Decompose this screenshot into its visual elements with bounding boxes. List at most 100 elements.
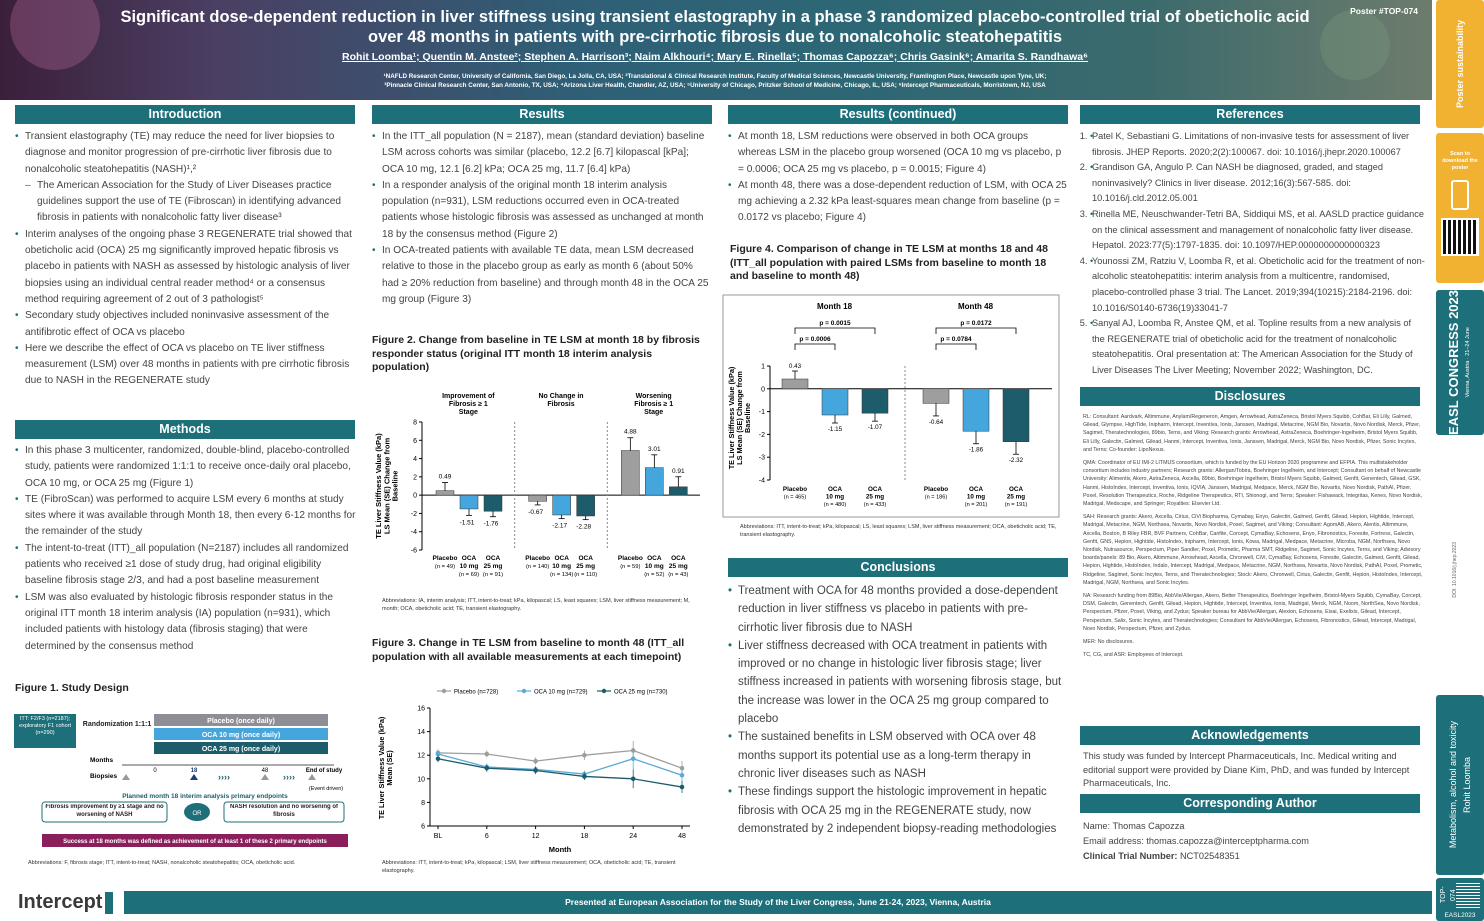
n-label: (n = 43) — [668, 572, 688, 578]
data-point — [679, 765, 685, 771]
data-point — [533, 758, 538, 764]
series-line — [437, 749, 683, 769]
figure1-abbreviations: Abbreviations: F, fibrosis stage; ITT, i… — [28, 860, 296, 866]
intro-bullet: Transient elastography (TE) may reduce t… — [15, 129, 360, 178]
section-heading-results-continued: Results (continued) — [728, 105, 1068, 124]
figure3-title: Figure 3. Change in TE LSM from baseline… — [372, 637, 685, 663]
y-tick-label: -6 — [411, 548, 417, 555]
randomization-label: Randomization 1:1:1 — [82, 721, 152, 728]
or-badge — [184, 803, 210, 821]
x-category-label: Placebo — [783, 486, 807, 493]
x-category-label: 25 mg — [484, 563, 503, 570]
arm-oca25-label: OCA 25 mg (once daily) — [202, 746, 280, 753]
sustainability-label: Poster sustainability — [1455, 19, 1465, 109]
y-axis-title: LS Mean (SE) Change from — [735, 371, 744, 465]
bar — [861, 388, 889, 414]
acknowledgements-body: This study was funded by Intercept Pharm… — [1083, 751, 1410, 788]
conclusions-bullet: Treatment with OCA for 48 months provide… — [728, 582, 1068, 637]
group-label: Fibrosis ≥ 1 — [449, 401, 488, 408]
legend-label: OCA 10 mg (n=729) — [534, 690, 588, 696]
data-label: 4.88 — [624, 429, 637, 436]
data-label: -2.32 — [1009, 457, 1024, 464]
conclusions-bullet: The sustained benefits in LSM observed w… — [728, 728, 1068, 783]
x-axis-title: Month — [549, 845, 572, 854]
section-heading-corresponding-author: Corresponding Author — [1080, 794, 1420, 813]
y-tick-label: -1 — [759, 409, 765, 416]
disclosure-item: NA: Research funding from 89Bio, AbbVie/… — [1083, 593, 1422, 632]
disclosures-body: RL: Consultant: Aardvark, Altimmune, Any… — [1083, 413, 1423, 664]
n-label: (n = 110) — [574, 572, 597, 578]
p-value-label: p = 0.0784 — [940, 336, 972, 343]
congress-label: EASL CONGRESS 2023 — [1446, 290, 1461, 435]
x-tick-label: 48 — [678, 833, 686, 840]
bar — [1002, 388, 1030, 442]
y-tick-label: 2 — [413, 474, 417, 481]
y-tick-label: 6 — [413, 438, 417, 445]
corresponding-author-body: Name: Thomas Capozza Email address: thom… — [1083, 819, 1423, 864]
endpoint2-label: NASH resolution and no worsening of fibr… — [230, 804, 338, 818]
x-tick-label: 12 — [532, 833, 540, 840]
download-panel[interactable]: Scan to download the poster — [1436, 133, 1484, 283]
bar — [552, 494, 571, 516]
arm-oca10 — [154, 728, 328, 740]
results-bullet: In OCA-treated patients with available T… — [372, 243, 712, 308]
section-heading-results: Results — [372, 105, 712, 124]
reference-item: Sanyal AJ, Loomba R, Anstee QM, et al. T… — [1090, 316, 1425, 378]
y-tick-label: 0 — [413, 493, 417, 500]
legend-marker — [521, 688, 527, 694]
data-label: -1.15 — [828, 426, 843, 433]
section-heading-methods: Methods — [15, 420, 355, 439]
data-point — [582, 752, 587, 758]
barcode-icon — [1456, 882, 1480, 908]
bar — [962, 388, 990, 432]
methods-bullet: The intent-to-treat (ITT)_all population… — [15, 541, 360, 590]
group-label: Month 48 — [958, 302, 994, 311]
data-point — [630, 756, 636, 762]
biopsy-marker-icon — [261, 774, 269, 780]
group-label: No Change in — [538, 393, 583, 400]
bar — [645, 467, 664, 496]
n-label: (n = 191) — [1005, 502, 1028, 508]
author-email[interactable]: Email address: thomas.capozza@interceptp… — [1083, 836, 1309, 846]
doi-label: DOI: 10.1016/j.jhep.2023 — [1452, 542, 1458, 598]
references-body: Patel K, Sebastiani G. Limitations of no… — [1080, 129, 1425, 379]
significance-bracket — [935, 343, 977, 350]
qr-code-icon[interactable] — [1441, 218, 1479, 256]
figure4-chart: TE Liver Stiffness Value (kPa) LS Mean (S… — [722, 294, 1060, 518]
figure2-title: Figure 2. Change from baseline in TE LSM… — [372, 334, 700, 373]
y-tick-label: -2 — [411, 511, 417, 518]
x-category-label: 25 mg — [1007, 494, 1025, 501]
disclosure-item: MER: No disclosures. — [1083, 639, 1134, 646]
group-label: Improvement of — [442, 393, 495, 400]
series-line — [437, 753, 683, 776]
y-tick-label: 6 — [421, 824, 425, 831]
data-point — [435, 756, 441, 762]
data-label: -1.51 — [460, 519, 475, 526]
x-category-label: 10 mg — [826, 494, 844, 501]
p-value-label: p = 0.0172 — [960, 320, 992, 327]
topic-badge: Metabolism, alcohol and toxicity Rohit L… — [1436, 695, 1484, 875]
disclosure-item: QMA: Coordinator of EU IMI-2 LITMUS cons… — [1083, 460, 1423, 508]
affiliations: ¹NAFLD Research Center, University of Ca… — [120, 72, 1310, 90]
intro-bullet: Secondary study objectives included noni… — [15, 308, 360, 341]
data-label: -0.64 — [929, 419, 944, 426]
results-continued-bullet: At month 18, LSM reductions were observe… — [728, 129, 1068, 178]
x-category-label: 25 mg — [866, 494, 884, 501]
y-tick-label: 16 — [417, 706, 425, 713]
arm-placebo-label: Placebo (once daily) — [207, 718, 275, 725]
x-category-label: OCA — [554, 555, 569, 562]
disclosure-item: TC, CG, and ASR: Employees of Intercept. — [1083, 652, 1184, 659]
y-tick-label: -2 — [759, 432, 765, 439]
author-name: Name: Thomas Capozza — [1083, 821, 1185, 831]
sustainability-badge: Poster sustainability — [1436, 0, 1484, 128]
n-label: (n = 91) — [483, 572, 503, 578]
y-tick-label: -4 — [759, 478, 765, 485]
reference-item: Rinella ME, Neuschwander-Tetri BA, Siddi… — [1090, 207, 1425, 254]
legend-marker — [441, 688, 447, 694]
y-tick-label: -3 — [759, 455, 765, 462]
p-value-label: p = 0.0006 — [799, 336, 831, 343]
legend-label: Placebo (n=728) — [454, 690, 498, 696]
methods-bullet: TE (FibroScan) was performed to acquire … — [15, 492, 360, 541]
bar — [459, 494, 479, 510]
topic-label: Metabolism, alcohol and toxicity — [1448, 721, 1458, 849]
